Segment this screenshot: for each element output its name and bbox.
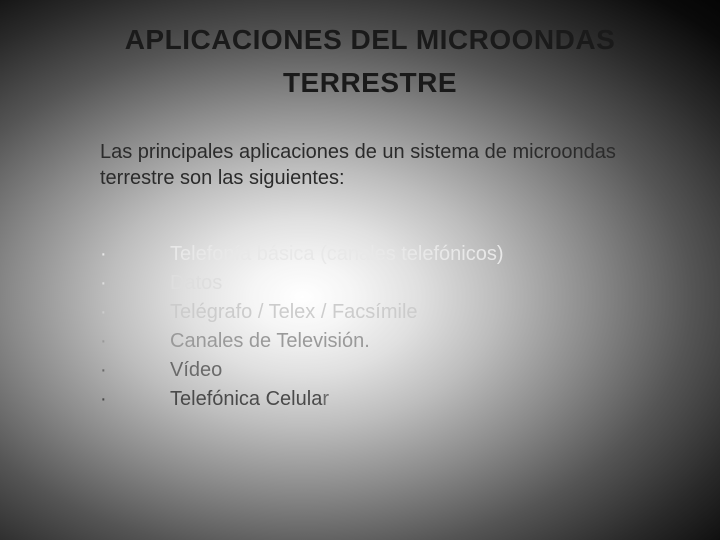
list-item-label: Vídeo — [170, 356, 222, 385]
slide-title: APLICACIONES DEL MICROONDAS TERRESTRE — [80, 18, 660, 105]
title-line-1: APLICACIONES DEL MICROONDAS — [125, 24, 616, 55]
list-item: · Telégrafo / Telex / Facsímile — [100, 298, 660, 327]
bullet-dot-icon: · — [100, 327, 170, 356]
bullet-dot-icon: · — [100, 269, 170, 298]
list-item-label: Datos — [170, 269, 222, 298]
list-item-text-b: r — [322, 388, 329, 410]
bullet-dot-icon: · — [100, 356, 170, 385]
list-item-label: Canales de Televisión. — [170, 327, 370, 356]
applications-list: · Telefonía básica (canales telefónicos)… — [100, 240, 660, 414]
list-item-text-a: Telefónica Celula — [170, 388, 322, 410]
list-item-label: Telefónica Celular — [170, 385, 329, 414]
slide-content: APLICACIONES DEL MICROONDAS TERRESTRE La… — [0, 0, 720, 540]
list-item: · Datos — [100, 269, 660, 298]
bullet-dot-icon: · — [100, 240, 170, 269]
list-item: · Canales de Televisión. — [100, 327, 660, 356]
intro-text: Las principales aplicaciones de un siste… — [100, 139, 640, 192]
list-item: · Telefonía básica (canales telefónicos) — [100, 240, 660, 269]
list-item: · Telefónica Celular — [100, 385, 660, 414]
title-line-2: TERRESTRE — [283, 67, 457, 98]
bullet-dot-icon: · — [100, 298, 170, 327]
bullet-dot-icon: · — [100, 385, 170, 414]
list-item-label: Telégrafo / Telex / Facsímile — [170, 298, 418, 327]
list-item-label: Telefonía básica (canales telefónicos) — [170, 240, 504, 269]
list-item: · Vídeo — [100, 356, 660, 385]
